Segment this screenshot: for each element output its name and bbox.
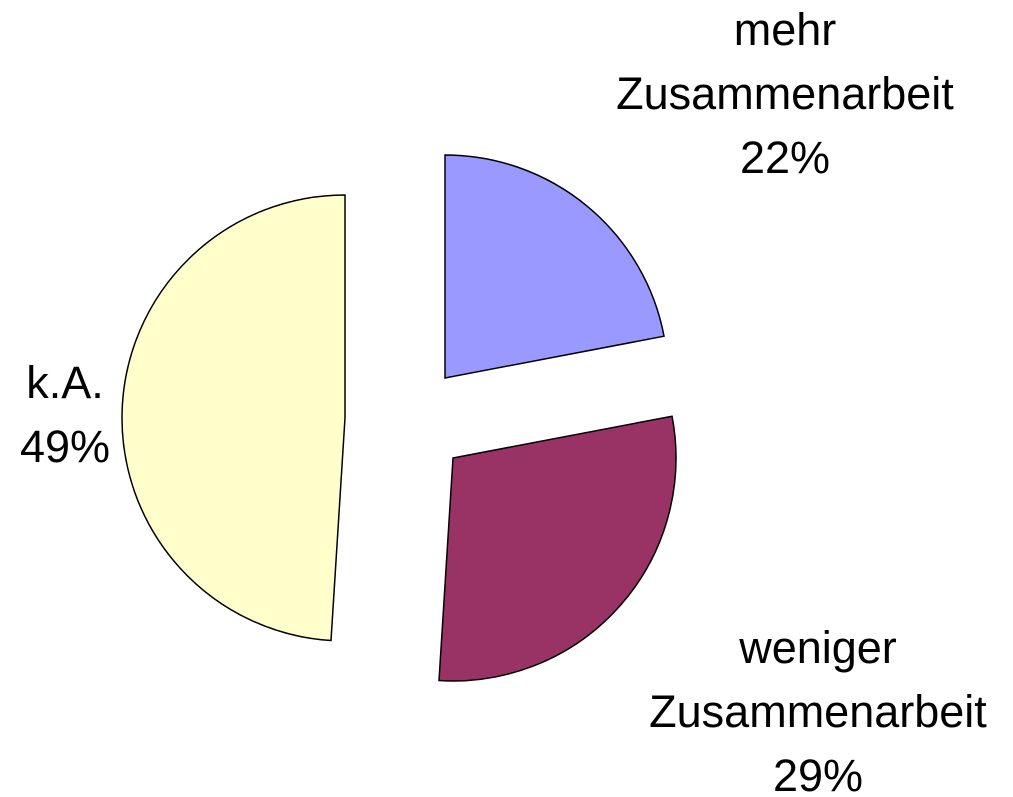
pie-slice	[444, 154, 665, 379]
pie-slice	[121, 194, 346, 642]
slice-value: 29%	[772, 750, 864, 797]
slice-label: weniger Zusammenarbeit 29%	[628, 616, 1008, 797]
slice-category: mehr Zusammenarbeit	[616, 4, 954, 119]
slice-label: k.A. 49%	[0, 351, 255, 479]
slice-value: 22%	[739, 132, 831, 183]
pie-slice	[438, 415, 677, 682]
slice-category: weniger Zusammenarbeit	[649, 622, 987, 737]
slice-label: mehr Zusammenarbeit 22%	[595, 0, 975, 190]
slice-category: k.A.	[26, 357, 104, 408]
slice-value: 49%	[19, 421, 111, 472]
